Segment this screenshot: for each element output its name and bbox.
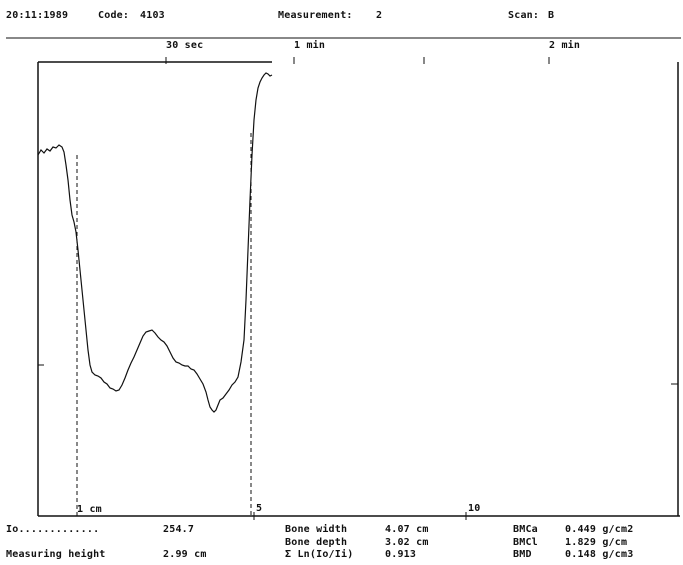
code-value: 4103 (140, 10, 165, 21)
sum-ln-ratio-label: Σ Ln(Io/Ii) (285, 549, 354, 560)
distance-label-1-cm: 1 cm (77, 504, 102, 515)
time-label-2-min: 2 min (549, 40, 581, 51)
bmcl-value: 1.829 g/cm (565, 537, 628, 548)
bmd-value: 0.148 g/cm3 (565, 549, 634, 560)
bone-depth-value: 3.02 cm (385, 537, 429, 548)
bmd-label: BMD (513, 549, 532, 560)
scan-label: Scan: (508, 10, 540, 21)
bmca-value: 0.449 g/cm2 (565, 524, 634, 535)
bmcl-label: BMCl (513, 537, 538, 548)
measurement-value: 2 (376, 10, 383, 21)
bone-width-value: 4.07 cm (385, 524, 429, 535)
sum-ln-ratio-value: 0.913 (385, 549, 417, 560)
time-label-30-sec: 30 sec (166, 40, 204, 51)
bmca-label: BMCa (513, 524, 538, 535)
scan-date: 20:11:1989 (6, 10, 69, 21)
measuring-height-label: Measuring height (6, 549, 106, 560)
attenuation-profile-curve (37, 72, 273, 413)
bone-depth-label: Bone depth (285, 537, 348, 548)
measurement-label: Measurement: (278, 10, 353, 21)
bone-width-label: Bone width (285, 524, 348, 535)
io-value: 254.7 (163, 524, 195, 535)
distance-label-5: 5 (256, 503, 263, 514)
io-label: Io............. (6, 524, 100, 535)
scan-value: B (548, 10, 555, 21)
code-label: Code: (98, 10, 130, 21)
distance-label-10: 10 (468, 503, 481, 514)
measuring-height-value: 2.99 cm (163, 549, 207, 560)
time-label-1-min: 1 min (294, 40, 326, 51)
